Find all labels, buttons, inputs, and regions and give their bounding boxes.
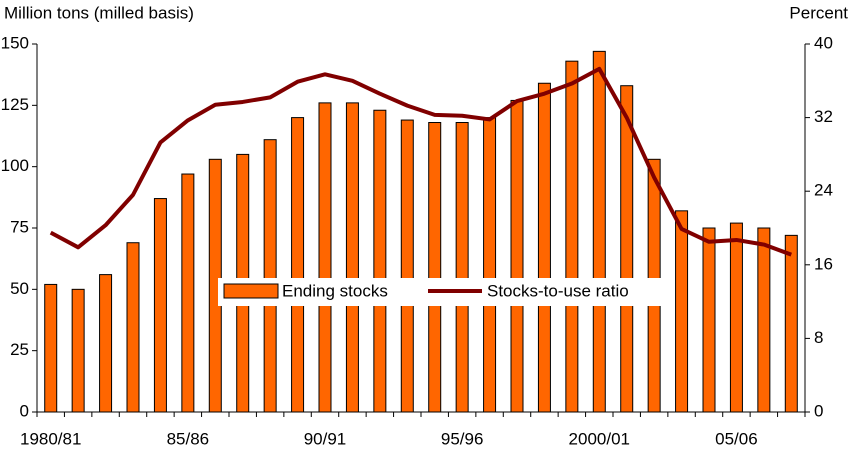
x-tick-label: 05/06 [715,429,758,448]
y-tick-label: 150 [1,33,29,52]
legend-label: Stocks-to-use ratio [487,281,629,300]
y-tick-label: 0 [20,401,29,420]
bar [702,227,716,413]
y-axis-label: Million tons (milled basis) [4,3,194,22]
bar [757,227,771,413]
y2-tick-label: 16 [814,254,833,273]
bar [400,119,414,413]
y-tick-label: 50 [10,279,29,298]
bar [263,139,277,413]
bar [44,283,58,413]
bar [373,109,387,413]
y2-tick-label: 32 [814,107,833,126]
line [49,66,792,257]
y2-tick-label: 40 [814,33,833,52]
bar [565,60,579,413]
y-tick-label: 75 [10,217,29,236]
bar [620,85,634,413]
x-tick-label: 2000/01 [569,429,630,448]
y-tick-label: 125 [1,95,29,114]
bar [291,117,305,413]
bar [153,198,167,413]
bar [510,99,524,413]
legend-label: Ending stocks [282,281,388,300]
x-tick-label: 90/91 [304,429,347,448]
legend-swatch [223,283,279,299]
bar [592,50,606,413]
bar [181,173,195,413]
bar [784,234,798,413]
y2-tick-label: 0 [814,401,823,420]
bar [537,82,551,413]
bar [126,242,140,413]
y-tick-label: 25 [10,340,29,359]
x-tick-label: 95/96 [441,429,484,448]
bar [345,102,359,413]
y2-tick-label: 24 [814,181,833,200]
bar [729,222,743,413]
x-tick-label: 85/86 [167,429,210,448]
bar [675,210,689,413]
y2-tick-label: 8 [814,328,823,347]
y-tick-label: 100 [1,156,29,175]
bar [71,288,85,413]
y2-axis-label: Percent [789,3,848,22]
bar [455,122,469,413]
bar [483,117,497,413]
bar [428,122,442,413]
bar [99,274,113,413]
bar [318,102,332,413]
x-tick-label: 1980/81 [20,429,81,448]
